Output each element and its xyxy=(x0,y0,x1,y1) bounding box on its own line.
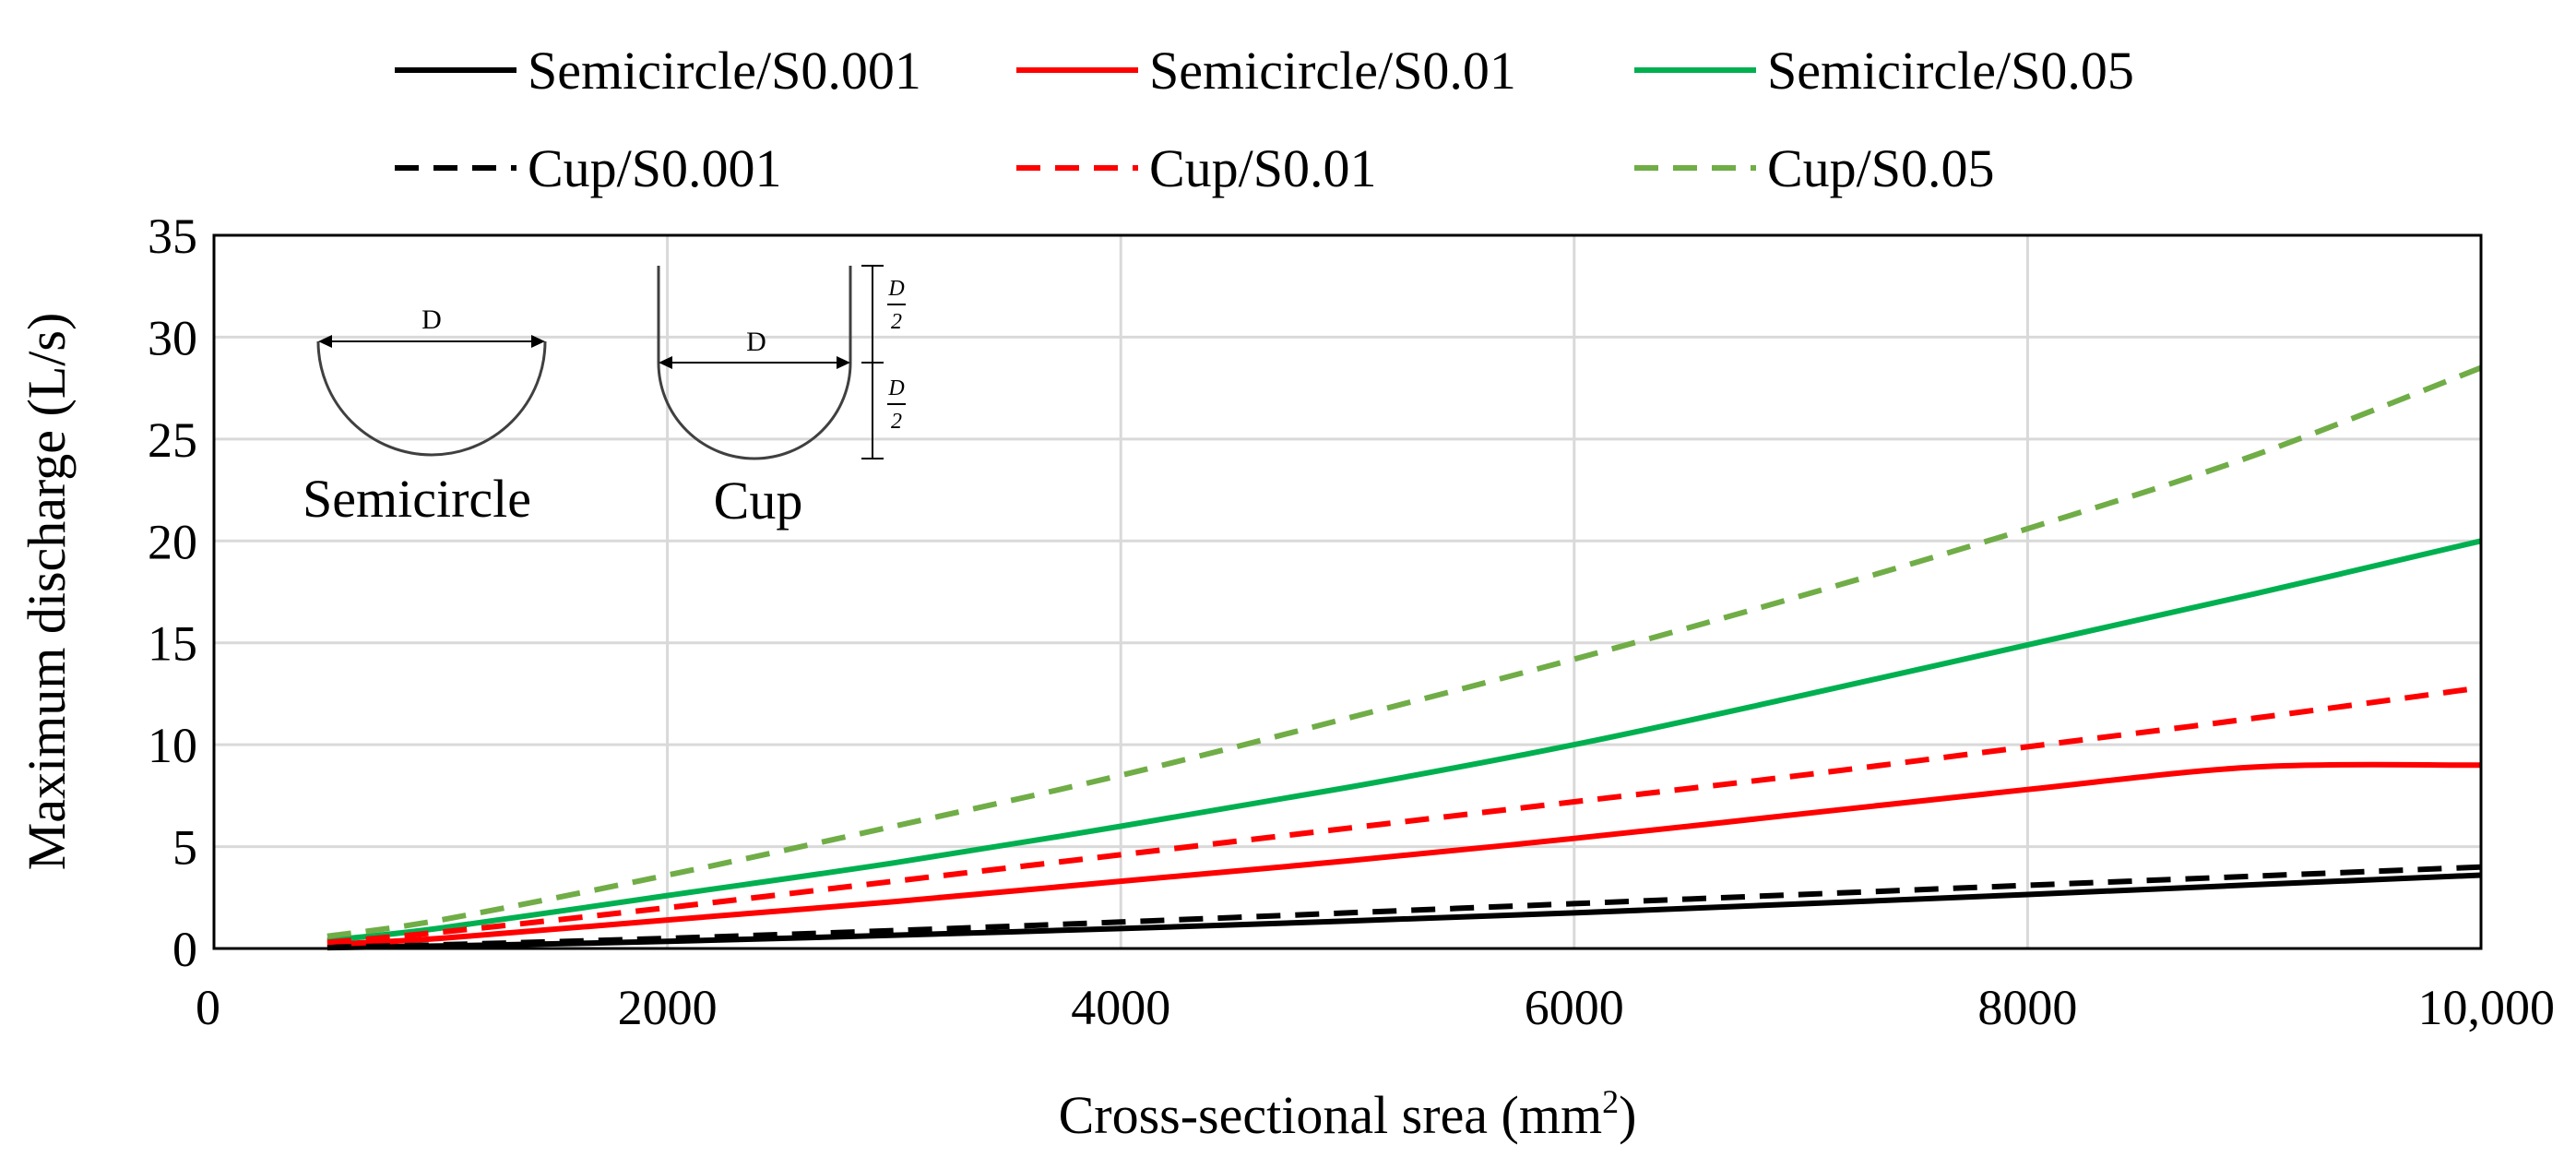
cup-caption: Cup xyxy=(714,471,803,531)
y-tick-label: 35 xyxy=(148,209,197,264)
legend-label: Semicircle/S0.001 xyxy=(528,41,921,101)
legend: Semicircle/S0.001 Semicircle/S0.01 Semic… xyxy=(395,41,2134,198)
half-depth-upper-denominator: 2 xyxy=(891,310,902,334)
half-depth-lower-denominator: 2 xyxy=(891,410,902,434)
legend-entry-semicircle-s005: Semicircle/S0.05 xyxy=(1634,41,2134,101)
half-depth-lower-numerator: D xyxy=(887,376,904,400)
y-tick-label: 25 xyxy=(148,412,197,468)
series-line-cup-s0-05 xyxy=(326,364,2483,939)
semicircle-shape xyxy=(316,340,547,457)
y-tick-label: 5 xyxy=(172,820,197,876)
x-tick-label: 10,000 xyxy=(2418,980,2556,1035)
x-axis-title-superscript: 2 xyxy=(1602,1083,1619,1120)
y-tick-label: 20 xyxy=(148,514,197,569)
legend-entry-semicircle-s0001: Semicircle/S0.001 xyxy=(395,41,921,101)
series-line-cup-s0-01 xyxy=(326,685,2482,946)
x-tick-label: 8000 xyxy=(1977,980,2077,1035)
semicircle-diameter-label: D xyxy=(421,304,442,335)
legend-entry-cup-s001: Cup/S0.01 xyxy=(1016,138,1377,198)
x-tick-label: 0 xyxy=(196,980,220,1035)
series-line-cup-s0-001 xyxy=(326,864,2482,950)
plot-frame xyxy=(212,233,2483,950)
cup-diagram: D Cup D 2 D 2 xyxy=(657,265,906,531)
y-axis-title: Maximum discharge (L/s) xyxy=(17,313,77,871)
x-tick-label: 2000 xyxy=(618,980,718,1035)
series-line-semicircle-s0-01 xyxy=(326,761,2482,948)
arrowhead-left xyxy=(318,335,332,348)
legend-entry-cup-s0001: Cup/S0.001 xyxy=(395,138,782,198)
x-tick-label: 4000 xyxy=(1071,980,1170,1035)
arrowhead-left xyxy=(659,356,672,369)
y-tick-label: 30 xyxy=(148,310,197,365)
y-tick-label: 0 xyxy=(172,922,197,977)
series-line-semicircle-s0-05 xyxy=(326,538,2482,944)
x-axis-title: Cross-sectional srea (mm2) xyxy=(1059,1083,1637,1145)
semicircle-caption: Semicircle xyxy=(303,469,531,529)
cup-diameter-label: D xyxy=(746,327,766,357)
legend-label: Semicircle/S0.01 xyxy=(1149,41,1516,101)
legend-label: Semicircle/S0.05 xyxy=(1767,41,2134,101)
cup-shape xyxy=(657,266,852,460)
y-tick-label: 10 xyxy=(148,718,197,773)
legend-label: Cup/S0.01 xyxy=(1149,138,1377,198)
legend-entry-cup-s005: Cup/S0.05 xyxy=(1634,138,1995,198)
y-tick-labels: 0 5 10 15 20 25 30 35 xyxy=(148,209,197,977)
x-tick-label: 6000 xyxy=(1525,980,1624,1035)
gridlines xyxy=(214,235,2481,948)
series-line-semicircle-s0-001 xyxy=(326,872,2482,951)
series-lines xyxy=(326,364,2483,951)
legend-label: Cup/S0.05 xyxy=(1767,138,1995,198)
arrowhead-right xyxy=(837,356,850,369)
arrowhead-right xyxy=(531,335,545,348)
half-depth-upper-numerator: D xyxy=(887,277,904,301)
x-tick-labels: 0 2000 4000 6000 8000 10,000 xyxy=(196,980,2555,1035)
legend-entry-semicircle-s001: Semicircle/S0.01 xyxy=(1016,41,1516,101)
y-tick-label: 15 xyxy=(148,616,197,672)
semicircle-diagram: D Semicircle xyxy=(303,304,547,529)
legend-label: Cup/S0.001 xyxy=(528,138,782,198)
